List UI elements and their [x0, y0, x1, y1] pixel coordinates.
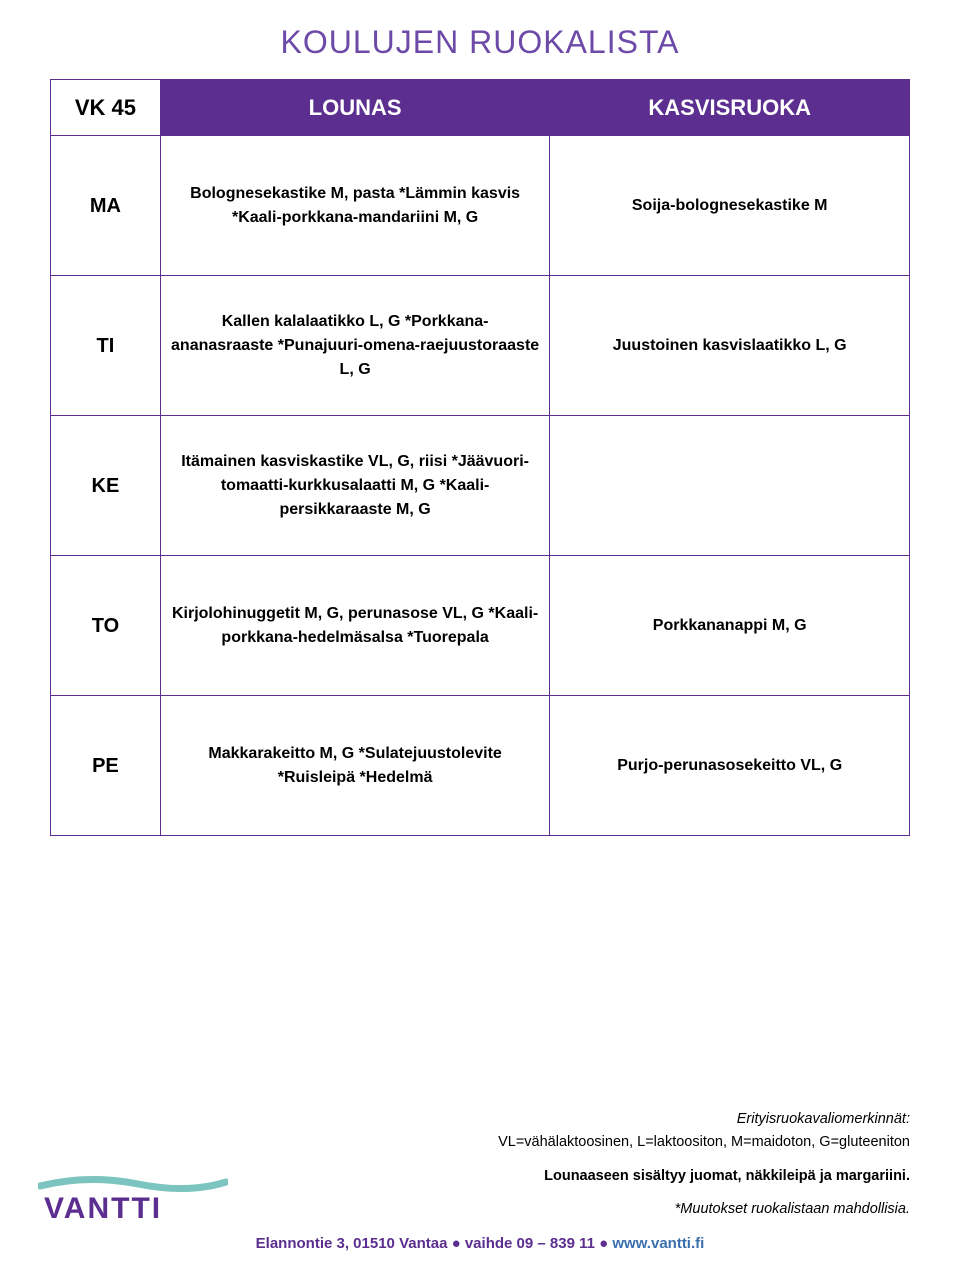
- veg-cell: [550, 416, 910, 556]
- table-row: TI Kallen kalalaatikko L, G *Porkkana-an…: [51, 276, 910, 416]
- page-title: KOULUJEN RUOKALISTA: [0, 0, 960, 79]
- table-row: TO Kirjolohinuggetit M, G, perunasose VL…: [51, 556, 910, 696]
- day-cell: PE: [51, 696, 161, 836]
- contact-dot: ●: [599, 1235, 608, 1252]
- header-veg: KASVISRUOKA: [550, 80, 910, 136]
- day-cell: KE: [51, 416, 161, 556]
- day-cell: TI: [51, 276, 161, 416]
- menu-table: VK 45 LOUNAS KASVISRUOKA MA Bolognesekas…: [50, 79, 910, 836]
- veg-cell: Porkkananappi M, G: [550, 556, 910, 696]
- contact-url: www.vantti.fi: [612, 1235, 704, 1252]
- day-cell: TO: [51, 556, 161, 696]
- day-cell: MA: [51, 136, 161, 276]
- lunch-cell: Makkarakeitto M, G *Sulatejuustolevite *…: [160, 696, 550, 836]
- veg-cell: Soija-bolognesekastike M: [550, 136, 910, 276]
- lunch-cell: Kirjolohinuggetit M, G, perunasose VL, G…: [160, 556, 550, 696]
- contact-dot: ●: [452, 1235, 461, 1252]
- table-row: PE Makkarakeitto M, G *Sulatejuustolevit…: [51, 696, 910, 836]
- disclaimer-text: *Muutokset ruokalistaan mahdollisia.: [50, 1198, 910, 1221]
- lunch-cell: Itämainen kasviskastike VL, G, riisi *Jä…: [160, 416, 550, 556]
- footer: Erityisruokavaliomerkinnät: VL=vähälakto…: [50, 1108, 910, 1252]
- footer-contact: Elannontie 3, 01510 Vantaa ● vaihde 09 –…: [50, 1235, 910, 1252]
- legend-label: Erityisruokavaliomerkinnät:: [50, 1108, 910, 1131]
- contact-phone: vaihde 09 – 839 11: [465, 1235, 595, 1252]
- lunch-cell: Bolognesekastike M, pasta *Lämmin kasvis…: [160, 136, 550, 276]
- contact-address: Elannontie 3, 01510 Vantaa: [256, 1235, 448, 1252]
- footer-notes: Erityisruokavaliomerkinnät: VL=vähälakto…: [50, 1108, 910, 1221]
- table-row: MA Bolognesekastike M, pasta *Lämmin kas…: [51, 136, 910, 276]
- table-row: KE Itämainen kasviskastike VL, G, riisi …: [51, 416, 910, 556]
- veg-cell: Purjo-perunasosekeitto VL, G: [550, 696, 910, 836]
- veg-cell: Juustoinen kasvislaatikko L, G: [550, 276, 910, 416]
- legend-text: VL=vähälaktoosinen, L=laktoositon, M=mai…: [50, 1131, 910, 1154]
- header-lunch: LOUNAS: [160, 80, 550, 136]
- header-week: VK 45: [51, 80, 161, 136]
- included-text: Lounaaseen sisältyy juomat, näkkileipä j…: [50, 1165, 910, 1188]
- table-header-row: VK 45 LOUNAS KASVISRUOKA: [51, 80, 910, 136]
- lunch-cell: Kallen kalalaatikko L, G *Porkkana-anana…: [160, 276, 550, 416]
